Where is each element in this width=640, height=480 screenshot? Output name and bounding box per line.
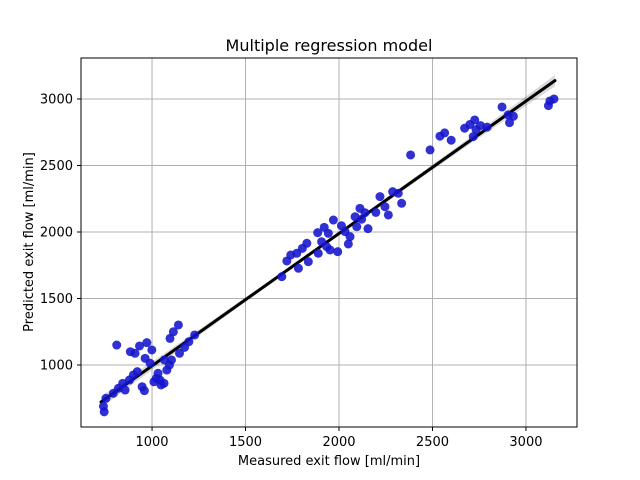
scatter-point	[120, 385, 130, 395]
scatter-layer	[98, 94, 559, 417]
scatter-point	[406, 150, 416, 160]
y-tick-label: 2000	[40, 225, 73, 240]
y-axis-label: Predicted exit flow [ml/min]	[22, 152, 37, 332]
scatter-point	[323, 228, 333, 238]
scatter-point	[184, 337, 194, 347]
scatter-point	[446, 135, 456, 145]
scatter-point	[166, 355, 176, 365]
scatter-point	[153, 368, 163, 378]
scatter-point	[333, 247, 343, 257]
regression-line	[99, 79, 557, 404]
scatter-point	[375, 192, 385, 202]
scatter-point	[142, 338, 152, 348]
scatter-point	[145, 358, 155, 368]
scatter-point	[165, 333, 175, 343]
scatter-point	[175, 348, 185, 358]
scatter-point	[363, 224, 373, 234]
scatter-point	[343, 239, 353, 249]
scatter-point	[497, 102, 507, 112]
chart-title: Multiple regression model	[226, 36, 433, 55]
scatter-point	[383, 210, 393, 220]
scatter-point	[135, 341, 145, 351]
scatter-point	[159, 378, 169, 388]
x-tick-label: 1500	[229, 435, 262, 450]
scatter-point	[293, 263, 303, 273]
tick-label-layer: 1000 1500 2000 2500 3000 1000 1500 2000 2500 3000	[40, 92, 543, 450]
axes-layer	[77, 57, 578, 431]
scatter-point	[352, 222, 362, 232]
scatter-point	[328, 215, 338, 225]
y-tick-label: 2500	[40, 159, 73, 174]
scatter-point	[397, 198, 407, 208]
x-axis-label: Measured exit flow [ml/min]	[238, 454, 420, 469]
scatter-point	[345, 232, 355, 242]
scatter-point	[130, 348, 140, 358]
scatter-point	[425, 145, 435, 155]
scatter-point	[482, 122, 492, 132]
plot-border	[80, 57, 578, 428]
grid-layer	[81, 58, 577, 427]
scatter-point	[99, 407, 109, 417]
regression-line-layer	[99, 79, 557, 404]
x-tick-label: 3000	[509, 435, 542, 450]
scatter-point	[393, 188, 403, 198]
scatter-point	[168, 327, 178, 337]
scatter-point	[302, 238, 312, 248]
scatter-point	[112, 340, 122, 350]
scatter-point	[313, 248, 323, 258]
x-tick-label: 1000	[135, 435, 168, 450]
scatter-point	[508, 111, 518, 121]
scatter-point	[325, 245, 335, 255]
scatter-point	[380, 202, 390, 212]
scatter-point	[549, 94, 559, 104]
scatter-point	[303, 257, 313, 267]
scatter-point	[277, 272, 287, 282]
scatter-point	[440, 128, 450, 138]
y-tick-label: 1500	[40, 292, 73, 307]
scatter-point	[132, 367, 142, 377]
y-tick-label: 3000	[40, 92, 73, 107]
scatter-point	[470, 115, 480, 125]
scatter-point	[147, 345, 157, 355]
scatter-point	[468, 132, 478, 142]
scatter-point	[139, 386, 149, 396]
x-tick-label: 2000	[322, 435, 355, 450]
scatter-point	[360, 208, 370, 218]
scatter-point	[101, 393, 111, 403]
x-tick-label: 2500	[416, 435, 449, 450]
scatter-point	[313, 228, 323, 238]
scatter-point	[173, 320, 183, 330]
y-tick-label: 1000	[40, 359, 73, 374]
scatter-point	[190, 330, 200, 340]
scatter-point	[371, 207, 381, 217]
